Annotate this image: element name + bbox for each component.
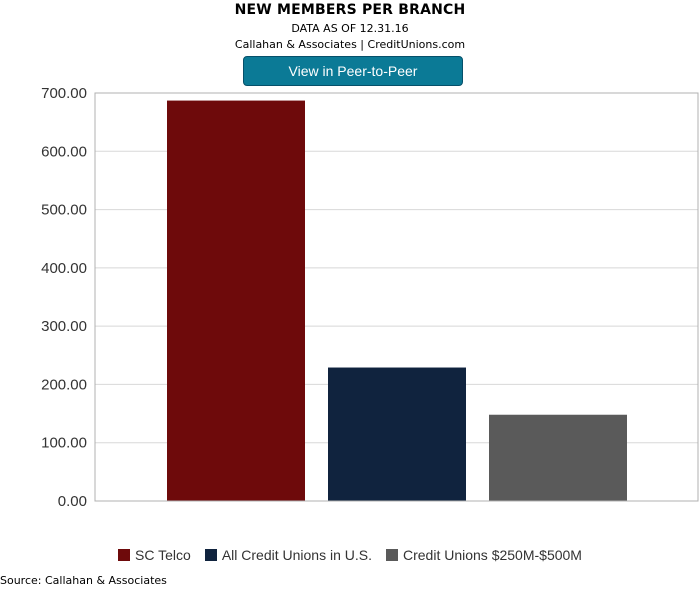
bars xyxy=(167,100,627,501)
y-tick-label: 100.00 xyxy=(41,435,87,452)
bar-chart: 0.00 100.00 200.00 300.00 400.00 500.00 600.00… xyxy=(41,85,699,510)
y-tick-label: 600.00 xyxy=(41,143,87,160)
y-tick-label: 200.00 xyxy=(41,376,87,393)
legend-swatch xyxy=(385,549,398,561)
bar-sc-telco[interactable] xyxy=(167,100,305,501)
chart-title: NEW MEMBERS PER BRANCH xyxy=(234,2,466,18)
legend-label: All Credit Unions in U.S. xyxy=(221,547,372,563)
legend-item[interactable]: Credit Unions $250M-$500M xyxy=(385,547,582,563)
legend-swatch xyxy=(118,549,131,561)
y-tick-label: 0.00 xyxy=(58,493,87,510)
legend-swatch xyxy=(204,549,217,561)
bar-all-credit-unions-in-u-s[interactable] xyxy=(328,367,466,501)
plot-frame xyxy=(94,92,699,502)
view-peer-to-peer-button[interactable]: View in Peer-to-Peer xyxy=(243,56,463,86)
legend-item[interactable]: All Credit Unions in U.S. xyxy=(204,547,372,563)
attribution-subtitle: Callahan & Associates | CreditUnions.com xyxy=(234,38,466,51)
data-date-subtitle: DATA AS OF 12.31.16 xyxy=(291,22,409,35)
legend-label: Credit Unions $250M-$500M xyxy=(402,547,582,563)
y-tick-label: 300.00 xyxy=(41,318,87,335)
y-tick-label: 700.00 xyxy=(41,85,87,102)
y-tick-label: 500.00 xyxy=(41,202,87,219)
legend-label: SC Telco xyxy=(135,547,191,563)
y-tick-label: 400.00 xyxy=(41,260,87,277)
source-note: Source: Callahan & Associates xyxy=(0,574,167,587)
y-axis-ticks: 0.00 100.00 200.00 300.00 400.00 500.00 600.00… xyxy=(41,85,87,510)
legend-item[interactable]: SC Telco xyxy=(118,547,191,563)
legend: SC Telco All Credit Unions in U.S. Credit … xyxy=(0,547,700,563)
bar-credit-unions-250m-500m[interactable] xyxy=(489,414,627,501)
